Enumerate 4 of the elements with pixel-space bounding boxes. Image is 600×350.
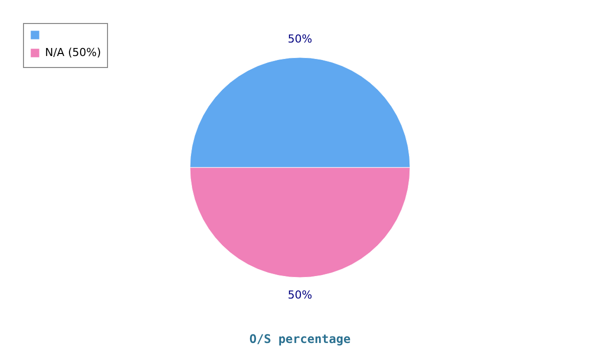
data-label: 50% <box>288 32 312 46</box>
legend-label: N/A (50%) <box>45 46 101 59</box>
text: O/S percentage <box>249 332 351 346</box>
data-label: 50% <box>288 288 312 302</box>
